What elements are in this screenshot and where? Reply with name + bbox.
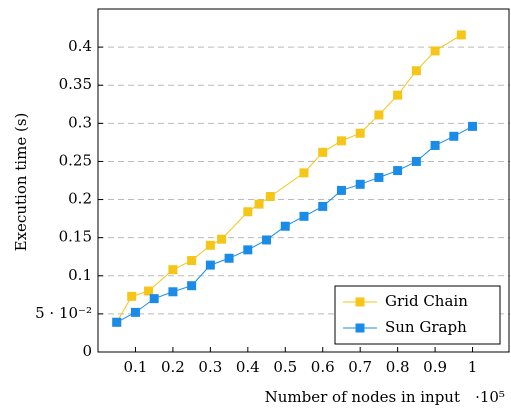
x-tick-label: 0.7 [348, 358, 372, 376]
point [430, 46, 440, 56]
x-tick-label: 0.6 [311, 358, 335, 376]
point [224, 253, 234, 263]
x-tick-label: 0.9 [423, 358, 447, 376]
legend-label: Sun Graph [385, 318, 467, 336]
point [355, 179, 365, 189]
x-tick-label: 0.5 [273, 358, 297, 376]
point [149, 294, 159, 304]
point [393, 166, 403, 176]
point [130, 307, 140, 317]
x-tick-label: 0.4 [236, 358, 260, 376]
y-tick-label: 0.1 [68, 266, 92, 284]
point [205, 260, 215, 270]
point [168, 287, 178, 297]
point [112, 317, 122, 327]
point [336, 136, 346, 146]
legend-box [334, 285, 501, 345]
point [355, 128, 365, 138]
point [187, 256, 197, 266]
point [456, 30, 466, 40]
y-axis-label: Execution time (s) [12, 113, 30, 252]
point [280, 221, 290, 231]
point [411, 156, 421, 166]
point [299, 211, 309, 221]
point [468, 121, 478, 131]
x-axis-label: Number of nodes in input [265, 388, 460, 406]
point [168, 265, 178, 275]
plot-frame [97, 8, 510, 353]
y-tick-label: 0.3 [68, 113, 92, 131]
legend-marker [355, 297, 365, 307]
point [127, 291, 137, 301]
y-tick-label: 0.25 [59, 151, 92, 169]
point [318, 201, 328, 211]
point [449, 131, 459, 141]
series-line [116, 34, 462, 323]
point [254, 199, 264, 209]
point [243, 207, 253, 217]
point [411, 66, 421, 76]
point [374, 110, 384, 120]
point [318, 147, 328, 157]
y-tick-label: 0.4 [68, 37, 92, 55]
x-tick-label: 0.2 [161, 358, 185, 376]
y-tick-label: 0.15 [59, 228, 92, 246]
point [336, 185, 346, 195]
x-tick-label: 0.8 [386, 358, 410, 376]
point [187, 281, 197, 291]
point [217, 234, 227, 244]
y-tick-label: 5 · 10⁻² [35, 304, 92, 322]
point [144, 286, 154, 296]
x-tick-label: 1 [468, 358, 478, 376]
point [393, 90, 403, 100]
y-tick-label: 0 [82, 342, 92, 360]
point [374, 172, 384, 182]
point [265, 192, 275, 202]
x-tick-label: 0.1 [124, 358, 148, 376]
point [243, 245, 253, 255]
x-scale-label: ·10⁵ [475, 388, 505, 406]
legend-marker [355, 323, 365, 333]
x-tick-label: 0.3 [198, 358, 222, 376]
point [205, 240, 215, 250]
y-tick-label: 0.2 [68, 190, 92, 208]
point [262, 235, 272, 245]
point [299, 168, 309, 178]
point [430, 140, 440, 150]
y-tick-label: 0.35 [59, 75, 92, 93]
legend-label: Grid Chain [385, 292, 468, 310]
